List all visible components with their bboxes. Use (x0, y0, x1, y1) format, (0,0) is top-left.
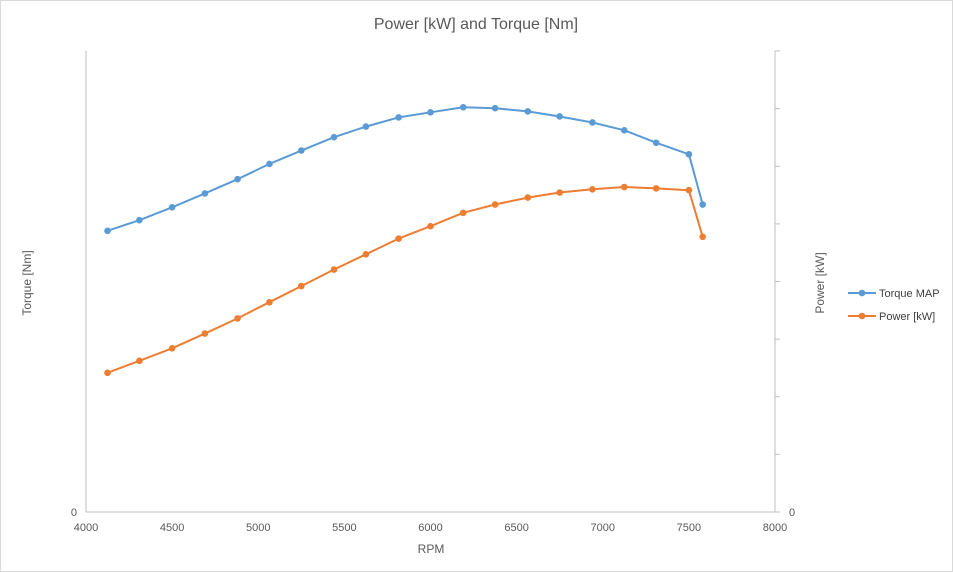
power-data-point (266, 298, 273, 306)
torque-data-point (699, 201, 706, 208)
torque-data-point (362, 123, 370, 130)
series-layer (104, 103, 706, 377)
torque-data-point (652, 139, 660, 147)
power-data-point (556, 189, 563, 196)
torque-data-point (266, 160, 273, 168)
right-y-axis-title: Power [kW] (813, 252, 827, 313)
left-y-axis-title: Torque [Nm] (20, 250, 34, 315)
x-tick-label: 8000 (763, 522, 787, 534)
right-axis-ticks (775, 50, 780, 513)
x-axis-title: RPM (418, 542, 445, 556)
power-data-point (524, 194, 532, 201)
torque-data-point (298, 147, 305, 154)
power-data-point (427, 222, 434, 230)
x-axis-ticks: 4000 4500 5000 5500 6000 6500 7000 7500 8000 (74, 522, 787, 534)
power-data-point (459, 209, 467, 217)
torque-data-point (234, 175, 241, 183)
torque-data-point (201, 190, 209, 197)
legend-torque-label: Torque MAP (879, 288, 940, 300)
x-tick-label: 5500 (332, 522, 356, 534)
power-data-point (491, 201, 499, 208)
power-data-point (234, 315, 241, 322)
torque-data-point (168, 203, 176, 211)
x-tick-label: 7000 (591, 522, 615, 534)
left-y-tick-label: 0 (71, 507, 77, 519)
power-data-point (168, 345, 176, 352)
torque-series-line (107, 106, 704, 232)
power-data-point (104, 369, 111, 377)
torque-data-point (620, 126, 628, 134)
torque-data-point (104, 227, 111, 235)
torque-data-point (556, 113, 563, 120)
power-data-point (362, 251, 370, 258)
power-data-point (201, 330, 209, 337)
legend-torque-marker (858, 289, 866, 297)
x-tick-label: 4000 (74, 522, 98, 534)
legend-power-label: Power [kW] (879, 311, 935, 323)
x-tick-label: 6500 (504, 522, 528, 534)
chart-title: Power [kW] and Torque [Nm] (374, 16, 578, 33)
power-data-point (685, 186, 693, 194)
legend: Torque MAP Power [kW] (848, 288, 940, 323)
torque-data-point (524, 108, 532, 115)
torque-data-point (589, 119, 596, 126)
torque-data-point (685, 150, 693, 158)
torque-data-point (427, 109, 434, 116)
x-tick-label: 4500 (160, 522, 184, 534)
power-data-point (620, 183, 628, 191)
power-data-point (699, 233, 706, 241)
torque-data-point (136, 216, 143, 224)
power-data-point (395, 235, 402, 242)
torque-data-point (395, 114, 402, 121)
torque-data-point (459, 103, 467, 111)
right-y-tick-label: 0 (789, 507, 795, 519)
torque-data-point (330, 133, 338, 141)
legend-power-marker (858, 312, 866, 320)
x-tick-label: 7500 (677, 522, 701, 534)
power-series-line (107, 186, 704, 374)
power-data-point (652, 185, 660, 192)
x-tick-label: 5000 (246, 522, 270, 534)
power-data-point (330, 266, 338, 273)
power-data-point (136, 357, 143, 365)
power-data-point (298, 282, 305, 290)
torque-data-point (491, 104, 499, 112)
x-tick-label: 6000 (418, 522, 442, 534)
power-data-point (589, 186, 596, 193)
